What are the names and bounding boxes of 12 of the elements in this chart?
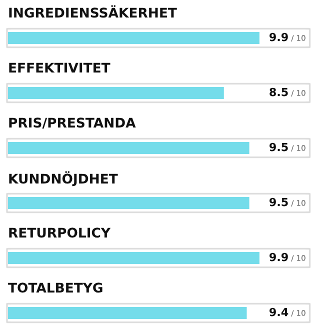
data-label: 9.9 bbox=[270, 32, 288, 42]
data-label: 9.5 bbox=[270, 142, 288, 152]
y-tick-label: RETURPOLICY bbox=[9, 228, 111, 238]
y-tick-label: TOTALBETYG bbox=[8, 282, 102, 293]
data-label: 9.5 bbox=[270, 198, 288, 206]
data-label: 9.9 bbox=[270, 252, 288, 262]
data-label: 8.5 bbox=[270, 88, 288, 96]
y-tick-label: KUNDNÖJDHET bbox=[9, 171, 118, 186]
data-label: 9.4 bbox=[270, 308, 288, 316]
y-tick-label: INGREDIENSSÄKERHET bbox=[9, 5, 177, 18]
y-tick-label: EFFEKTIVITET bbox=[9, 62, 110, 72]
y-tick-label: PRIS/PRESTANDA bbox=[9, 118, 136, 129]
